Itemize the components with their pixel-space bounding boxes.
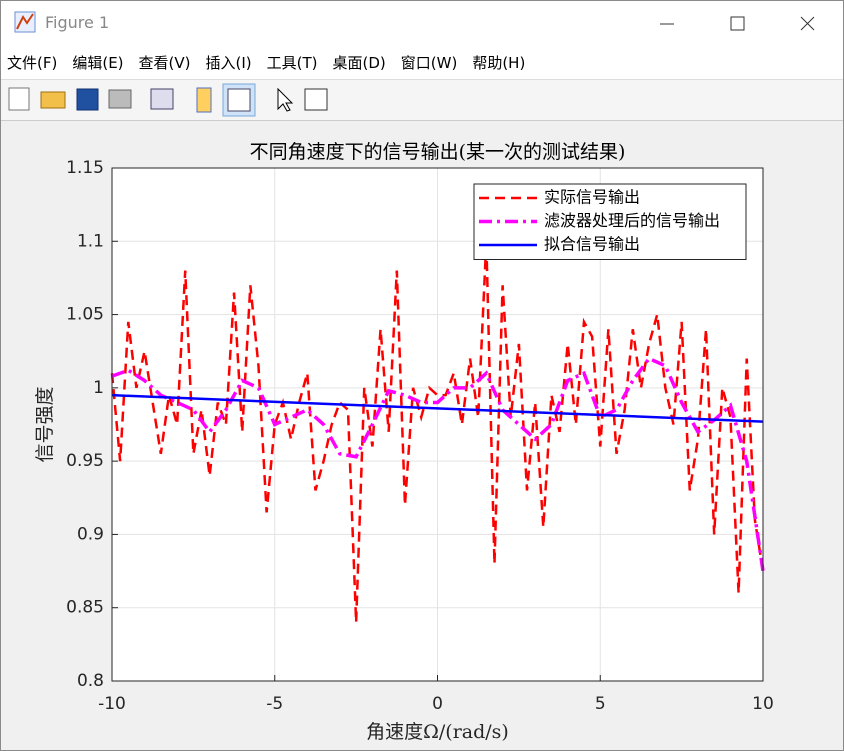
- close-button[interactable]: [800, 16, 815, 31]
- y-axis-label: 信号强度: [34, 386, 56, 462]
- menu-item[interactable]: 插入(I): [205, 54, 252, 72]
- y-tick-label: 0.9: [77, 524, 104, 544]
- data-line: [111, 356, 765, 572]
- x-tick-label: -10: [98, 694, 126, 714]
- menu-bar: 文件(F) 编辑(E) 查看(V) 插入(I) 工具(T) 桌面(D) 窗口(W) 帮助(H): [1, 46, 843, 80]
- menu-item[interactable]: 工具(T): [266, 54, 318, 72]
- menu-item[interactable]: 帮助(H): [472, 54, 526, 72]
- pointer-icon[interactable]: [277, 87, 294, 112]
- y-tick-label: 0.95: [66, 451, 104, 471]
- y-tick-label: 1.1: [77, 231, 104, 251]
- menu-item[interactable]: 文件(F): [7, 54, 58, 72]
- link-icon[interactable]: [150, 88, 174, 110]
- toolbar-icons: [8, 83, 328, 117]
- x-tick-label: -5: [266, 694, 283, 714]
- chart-title: 不同角速度下的信号输出(某一次的测试结果): [250, 141, 626, 163]
- y-tick-label: 0.85: [66, 598, 104, 618]
- print-icon[interactable]: [108, 89, 132, 109]
- property-icon[interactable]: [304, 88, 328, 111]
- legend-label: 滤波器处理后的信号输出: [544, 211, 720, 230]
- axes-box: [111, 167, 764, 682]
- x-axis-label: 角速度Ω/(rad/s): [366, 721, 509, 743]
- open-icon[interactable]: [40, 91, 66, 109]
- data-line: [110, 241, 765, 623]
- y-tick-label: 1.05: [66, 305, 104, 325]
- legend-label: 拟合信号输出: [544, 235, 640, 254]
- legend-box: [473, 183, 747, 260]
- x-tick-label: 0: [432, 694, 443, 714]
- save-icon[interactable]: [76, 88, 99, 111]
- menu-item[interactable]: 桌面(D): [332, 54, 386, 72]
- y-tick-label: 1: [93, 378, 104, 398]
- menu-item[interactable]: 窗口(W): [400, 54, 458, 72]
- y-tick-label: 1.15: [66, 158, 104, 178]
- window-title: Figure 1: [45, 13, 110, 32]
- x-tick-label: 10: [752, 694, 774, 714]
- title-bar-icons: [14, 11, 815, 33]
- chart: -10 -5 0 5 10 0.8 0.85 0.9 0.95 1 1.05 1.1 1.15 不同角速度…: [34, 141, 774, 743]
- maximize-button[interactable]: [730, 16, 745, 31]
- legend-label: 实际信号输出: [544, 188, 640, 207]
- app-icon-glyph: [16, 13, 34, 30]
- menu-item[interactable]: 编辑(E): [72, 54, 124, 72]
- toolbar: [1, 80, 843, 121]
- x-tick-label: 5: [595, 694, 606, 714]
- data-line: [111, 393, 764, 423]
- menu-item[interactable]: 查看(V): [138, 54, 191, 72]
- y-tick-label: 0.8: [77, 671, 104, 691]
- colorbar-icon[interactable]: [196, 87, 212, 113]
- new-icon[interactable]: [8, 87, 30, 111]
- title-bar: Figure 1: [1, 1, 843, 46]
- legend-icon[interactable]: [227, 88, 251, 112]
